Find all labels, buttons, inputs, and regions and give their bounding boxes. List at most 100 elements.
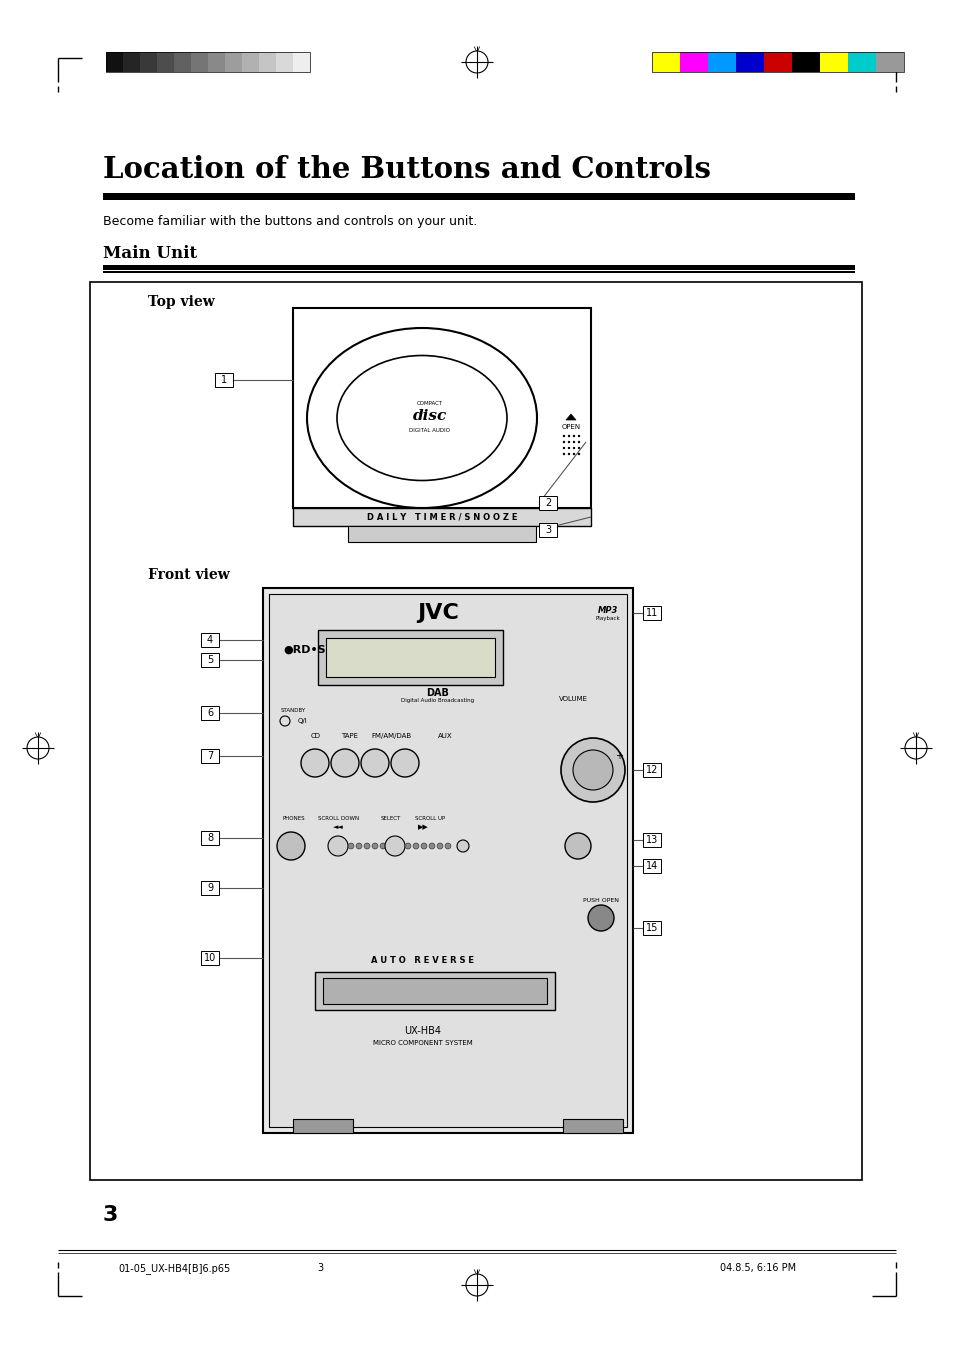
Polygon shape <box>565 414 576 419</box>
Circle shape <box>573 750 613 790</box>
Bar <box>293 51 310 72</box>
Text: 10: 10 <box>204 953 216 963</box>
Circle shape <box>276 832 305 861</box>
Bar <box>201 881 219 894</box>
Bar <box>679 51 707 72</box>
Bar <box>103 271 854 273</box>
Circle shape <box>355 843 361 848</box>
Circle shape <box>562 434 564 437</box>
Bar <box>269 594 626 1127</box>
Circle shape <box>578 453 579 455</box>
Text: AUX: AUX <box>437 733 452 739</box>
Text: 1: 1 <box>221 375 227 386</box>
Bar <box>317 630 502 685</box>
Bar <box>791 51 820 72</box>
Bar <box>225 51 242 72</box>
Bar <box>735 51 763 72</box>
Bar <box>293 308 590 507</box>
Circle shape <box>27 737 49 759</box>
Text: ●RD•S: ●RD•S <box>283 645 325 655</box>
Circle shape <box>413 843 418 848</box>
Circle shape <box>567 434 570 437</box>
Bar <box>642 921 660 935</box>
Bar <box>140 51 157 72</box>
Circle shape <box>348 843 354 848</box>
Bar <box>348 526 536 543</box>
Circle shape <box>562 446 564 449</box>
Circle shape <box>904 737 926 759</box>
Text: D A I L Y   T I M E R / S N O O Z E: D A I L Y T I M E R / S N O O Z E <box>366 513 517 521</box>
Bar <box>214 373 233 387</box>
Circle shape <box>372 843 377 848</box>
Text: PUSH OPEN: PUSH OPEN <box>582 898 618 902</box>
Bar <box>201 951 219 965</box>
Circle shape <box>567 441 570 444</box>
Bar <box>538 524 557 537</box>
Bar <box>642 763 660 777</box>
Text: A U T O   R E V E R S E: A U T O R E V E R S E <box>371 957 474 965</box>
Bar <box>201 706 219 720</box>
Bar <box>201 750 219 763</box>
Circle shape <box>405 843 411 848</box>
Circle shape <box>379 843 386 848</box>
Bar <box>323 978 546 1004</box>
Circle shape <box>444 843 451 848</box>
Circle shape <box>587 905 614 931</box>
Circle shape <box>420 843 427 848</box>
Text: 04.8.5, 6:16 PM: 04.8.5, 6:16 PM <box>720 1262 796 1273</box>
Circle shape <box>578 434 579 437</box>
Bar <box>258 51 275 72</box>
Circle shape <box>328 836 348 856</box>
Text: 9: 9 <box>207 884 213 893</box>
Text: Playback: Playback <box>595 616 619 621</box>
Text: Become familiar with the buttons and controls on your unit.: Become familiar with the buttons and con… <box>103 215 476 229</box>
Circle shape <box>578 441 579 444</box>
Text: JVC: JVC <box>416 603 458 622</box>
Text: Location of the Buttons and Controls: Location of the Buttons and Controls <box>103 156 710 184</box>
Circle shape <box>360 750 389 777</box>
Text: 15: 15 <box>645 923 658 934</box>
Text: 8: 8 <box>207 833 213 843</box>
Text: DAB: DAB <box>426 687 449 698</box>
Bar <box>651 51 903 72</box>
Bar <box>314 971 555 1009</box>
Bar <box>123 51 140 72</box>
Bar <box>875 51 903 72</box>
Text: 12: 12 <box>645 764 658 775</box>
Bar <box>651 51 679 72</box>
Bar <box>642 859 660 873</box>
Circle shape <box>385 836 405 856</box>
Circle shape <box>567 446 570 449</box>
Circle shape <box>572 446 575 449</box>
Text: STANDBY: STANDBY <box>281 708 306 713</box>
Text: disc: disc <box>413 409 447 423</box>
Bar <box>106 51 123 72</box>
Circle shape <box>331 750 358 777</box>
Bar <box>707 51 735 72</box>
Circle shape <box>391 750 418 777</box>
Text: VOLUME: VOLUME <box>558 695 587 702</box>
Text: UX-HB4: UX-HB4 <box>404 1026 441 1036</box>
Bar <box>90 281 862 1180</box>
Text: SCROLL DOWN: SCROLL DOWN <box>317 816 358 821</box>
Text: 14: 14 <box>645 861 658 871</box>
Text: MICRO COMPONENT SYSTEM: MICRO COMPONENT SYSTEM <box>373 1040 473 1046</box>
Text: Q/I: Q/I <box>297 718 308 724</box>
Bar <box>326 639 495 676</box>
Bar <box>562 1119 622 1132</box>
Circle shape <box>465 1275 488 1296</box>
Bar <box>157 51 173 72</box>
Text: 01-05_UX-HB4[B]6.p65: 01-05_UX-HB4[B]6.p65 <box>118 1262 230 1275</box>
Text: SELECT: SELECT <box>380 816 401 821</box>
Circle shape <box>572 453 575 455</box>
Text: DIGITAL AUDIO: DIGITAL AUDIO <box>409 428 450 433</box>
Bar <box>293 1119 353 1132</box>
Bar <box>820 51 847 72</box>
Circle shape <box>301 750 329 777</box>
Text: Top view: Top view <box>148 295 214 308</box>
Circle shape <box>578 446 579 449</box>
Circle shape <box>465 51 488 73</box>
Text: OPEN: OPEN <box>561 423 580 430</box>
Text: 7: 7 <box>207 751 213 760</box>
Text: TAPE: TAPE <box>340 733 357 739</box>
